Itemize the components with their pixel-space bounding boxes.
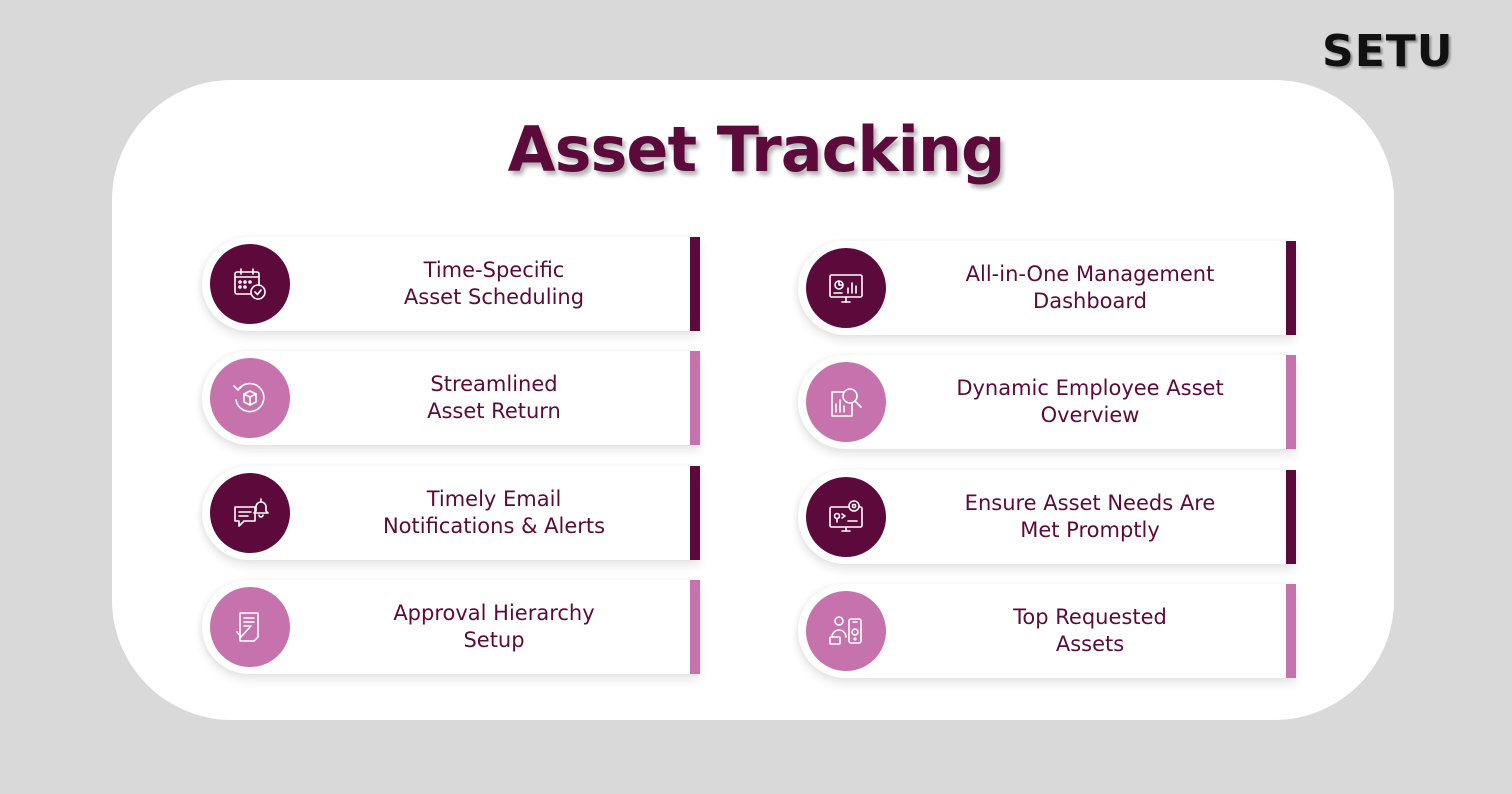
accent-bar [690,580,700,674]
feature-card-overview: Dynamic Employee Asset Overview [798,355,1296,449]
feature-icon-circle [806,362,886,442]
feature-icon-circle [210,358,290,438]
calendar-check-icon [234,268,266,300]
accent-bar [1286,584,1296,678]
feature-label: Streamlined Asset Return [427,372,561,423]
chat-bell-icon [234,498,269,527]
feature-icon-circle [806,477,886,557]
feature-card-return: Streamlined Asset Return [202,351,700,445]
feature-label: Timely Email Notifications & Alerts [382,487,606,538]
feature-label: Approval Hierarchy Setup [393,601,595,652]
monitor-settings-icon [829,500,863,532]
chart-magnifier-icon [831,388,862,417]
feature-icon-circle [210,473,290,553]
accent-bar [1286,241,1296,335]
feature-card-notifications: Timely Email Notifications & Alerts [202,466,700,560]
feature-label: All-in-One Management Dashboard [965,262,1215,313]
feature-icon-circle [806,591,886,671]
feature-label: Ensure Asset Needs Are Met Promptly [964,491,1216,542]
user-mobile-icon [829,616,862,645]
accent-bar [690,466,700,560]
document-check-icon [236,612,259,642]
feature-label: Dynamic Employee Asset Overview [956,376,1224,427]
accent-bar [1286,355,1296,449]
dashboard-monitor-icon [829,274,863,303]
feature-icon-circle [210,244,290,324]
brand-logo: SETU [1322,26,1454,77]
feature-label: Time-Specific Asset Scheduling [403,258,585,309]
feature-card-approval: Approval Hierarchy Setup [202,580,700,674]
feature-card-scheduling: Time-Specific Asset Scheduling [202,237,700,331]
accent-bar [690,237,700,331]
feature-icon-circle [210,587,290,667]
accent-bar [1286,470,1296,564]
accent-bar [690,351,700,445]
feature-card-dashboard: All-in-One Management Dashboard [798,241,1296,335]
feature-card-needs: Ensure Asset Needs Are Met Promptly [798,470,1296,564]
box-return-icon [233,382,265,413]
feature-label: Top Requested Assets [1013,605,1167,656]
feature-card-requested: Top Requested Assets [798,584,1296,678]
feature-icon-circle [806,248,886,328]
page-title: Asset Tracking [507,113,1006,186]
